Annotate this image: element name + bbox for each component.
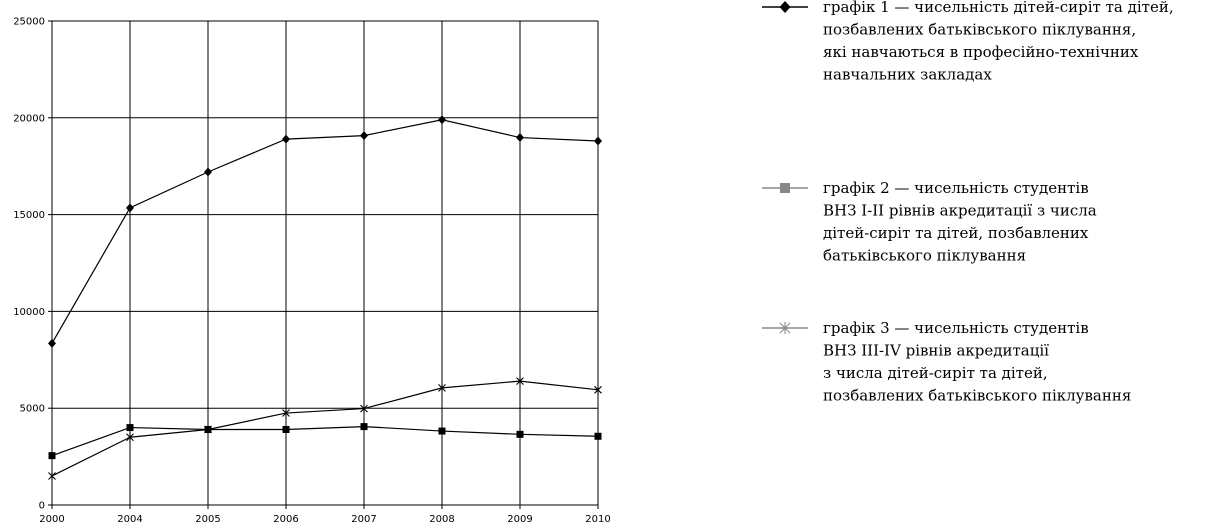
series-3-line bbox=[51, 380, 599, 477]
chart-tick-labels: 0 5000 10000 15000 20000 25000 2000 2004 2005 200… bbox=[13, 17, 611, 526]
series-1-line bbox=[51, 119, 599, 344]
legend-entry-3: графік 3 — чисельність студентів ВНЗ ІІІ-… bbox=[762, 319, 1131, 405]
series-1-point bbox=[48, 338, 56, 348]
legend-label-line: ВНЗ І-ІІ рівнів акредитації з числа bbox=[823, 202, 1097, 220]
legend-label-line: навчальних закладах bbox=[823, 66, 992, 84]
y-tick-label: 20000 bbox=[13, 113, 45, 124]
legend-swatch-marker bbox=[780, 183, 790, 193]
series-3-point bbox=[126, 432, 134, 442]
x-tick-label: 2009 bbox=[507, 514, 532, 525]
series-3-point bbox=[48, 471, 56, 481]
legend-label-line: з числа дітей-сиріт та дітей, bbox=[823, 364, 1048, 382]
legend-label-line: позбавлених батьківського піклування, bbox=[823, 21, 1136, 39]
series-3-point bbox=[282, 408, 290, 418]
series-3 bbox=[48, 376, 602, 481]
legend-label-line: які навчаються в професійно-технічних bbox=[823, 43, 1139, 61]
legend-swatch-marker bbox=[779, 322, 791, 334]
y-tick-label: 25000 bbox=[13, 17, 45, 28]
legend-label-line: позбавлених батьківського піклування bbox=[823, 387, 1131, 405]
chart-grid bbox=[52, 20, 599, 505]
series-2-point bbox=[360, 423, 368, 431]
series-1-point bbox=[516, 133, 524, 143]
series-3-point bbox=[360, 404, 368, 414]
series-2-point bbox=[516, 430, 524, 438]
legend-label-line: ВНЗ ІІІ-IV рівнів акредитації bbox=[823, 342, 1049, 360]
series-2-point bbox=[48, 452, 56, 460]
x-tick-label: 2008 bbox=[429, 514, 454, 525]
series-2-line bbox=[51, 425, 599, 457]
series-3-point bbox=[594, 385, 602, 395]
y-tick-label: 15000 bbox=[13, 210, 45, 221]
series-1-point bbox=[204, 167, 212, 177]
chart-series bbox=[48, 115, 602, 481]
series-2-point bbox=[438, 427, 446, 435]
series-3-point bbox=[204, 424, 212, 434]
legend-swatch-marker bbox=[779, 1, 791, 13]
chart-axes bbox=[48, 20, 599, 509]
legend-entry-2: графік 2 — чисельність студентів ВНЗ І-ІІ… bbox=[762, 179, 1097, 265]
series-3-point bbox=[516, 376, 524, 386]
series-2 bbox=[48, 423, 602, 460]
legend-label-line: дітей-сиріт та дітей, позбавлених bbox=[823, 224, 1089, 242]
x-tick-label: 2005 bbox=[195, 514, 220, 525]
legend-label-line: батьківського піклування bbox=[823, 247, 1026, 265]
series-1-point bbox=[438, 115, 446, 125]
series-2-point bbox=[126, 424, 134, 432]
series-1-point bbox=[594, 136, 602, 146]
x-tick-label: 2006 bbox=[273, 514, 298, 525]
chart-legend: графік 1 — чисельність дітей-сиріт та ді… bbox=[762, 0, 1174, 405]
series-2-point bbox=[282, 425, 290, 433]
series-2-point bbox=[594, 432, 602, 440]
x-tick-label: 2010 bbox=[585, 514, 610, 525]
legend-entry-1: графік 1 — чисельність дітей-сиріт та ді… bbox=[762, 0, 1174, 84]
y-tick-label: 5000 bbox=[20, 404, 45, 415]
series-1-point bbox=[360, 131, 368, 141]
legend-label-line: графік 3 — чисельність студентів bbox=[823, 319, 1089, 337]
y-tick-label: 0 bbox=[39, 501, 45, 512]
series-1-point bbox=[282, 134, 290, 144]
legend-label-line: графік 2 — чисельність студентів bbox=[823, 179, 1089, 197]
series-1 bbox=[48, 115, 602, 348]
y-tick-label: 10000 bbox=[13, 307, 45, 318]
x-tick-label: 2004 bbox=[117, 514, 142, 525]
series-1-point bbox=[126, 203, 134, 213]
x-tick-label: 2000 bbox=[39, 514, 64, 525]
legend-label-line: графік 1 — чисельність дітей-сиріт та ді… bbox=[823, 0, 1174, 16]
x-tick-label: 2007 bbox=[351, 514, 376, 525]
series-3-point bbox=[438, 383, 446, 393]
